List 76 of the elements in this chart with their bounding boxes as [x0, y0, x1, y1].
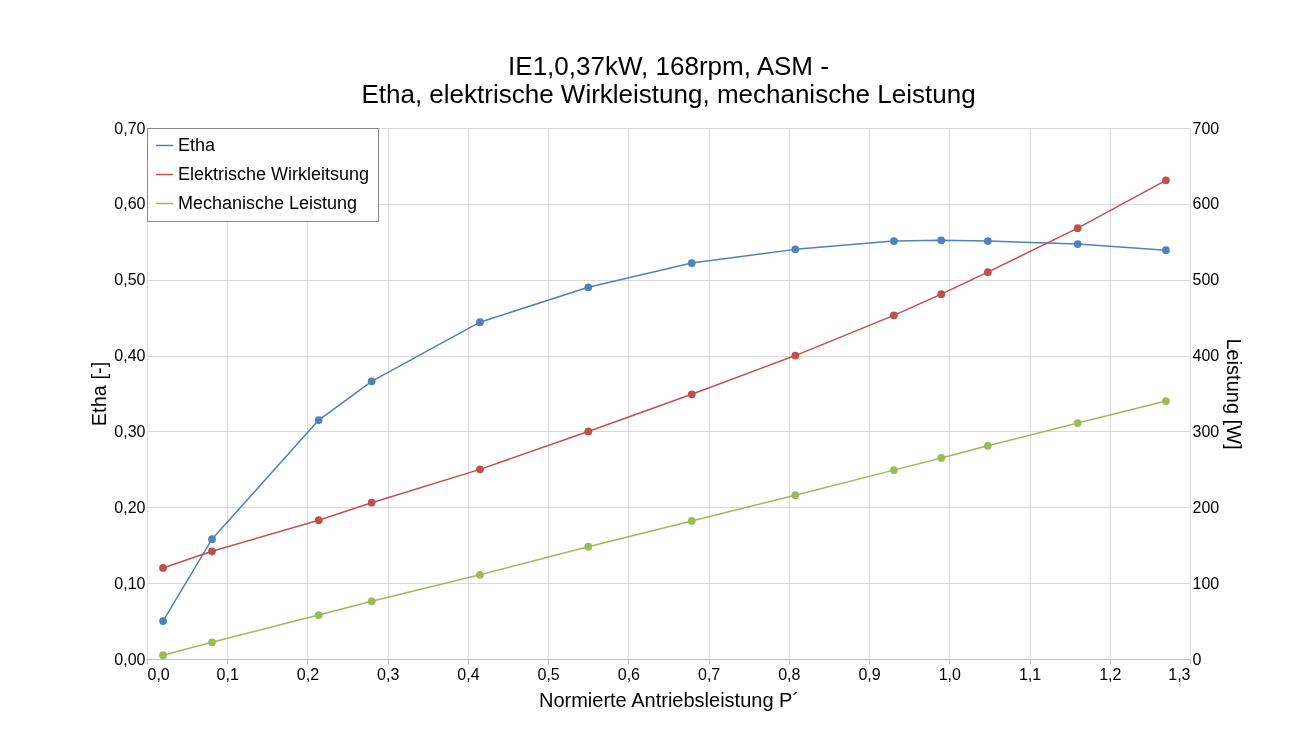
chart-title: IE1,0,37kW, 168rpm, ASM - Etha, elektrische Wirkleistung, mechanische Leistung [361, 51, 976, 109]
point [367, 377, 376, 386]
y-tick-label: 0,10 [114, 574, 146, 592]
y2-tick-label: 400 [1192, 347, 1220, 365]
x-tick-label: 1,0 [938, 665, 962, 683]
point [159, 564, 167, 572]
point [983, 268, 992, 276]
point [159, 617, 167, 625]
y-tick-label: 0,20 [114, 498, 146, 516]
point [208, 535, 216, 544]
point [687, 390, 696, 399]
y2-tick-label: 200 [1192, 498, 1220, 516]
point [367, 597, 376, 606]
point [584, 283, 593, 292]
y-axis-title: Etha [-] [88, 361, 111, 427]
point [937, 290, 946, 298]
point [314, 416, 323, 424]
point [208, 547, 216, 556]
point [890, 311, 898, 320]
legend-label: Elektrische Wirkleitsung [178, 163, 370, 184]
y2-axis-title: Leistung [W] [1223, 338, 1246, 450]
x-tick-label: 0,1 [216, 665, 239, 683]
x-tick-label: 1,1 [1018, 665, 1042, 683]
point [476, 570, 484, 579]
point [476, 465, 484, 474]
point [937, 454, 946, 462]
legend-label: Etha [178, 134, 217, 155]
x-tick-label: 0,8 [778, 665, 801, 683]
point [1073, 240, 1082, 248]
point [584, 427, 593, 436]
legend-label: Mechanische Leistung [178, 192, 358, 213]
x-tick-label: 0,7 [697, 665, 721, 683]
point [584, 542, 593, 551]
y-tick-label: 0,70 [114, 119, 146, 137]
point [1162, 246, 1170, 254]
point [791, 245, 800, 254]
y-tick-label: 0,30 [114, 422, 146, 440]
x-tick-label: 0,4 [457, 665, 480, 683]
x-tick-label: 0,3 [377, 665, 400, 683]
y-tick-label: 0,00 [114, 650, 146, 668]
point [890, 237, 898, 245]
x-tick-label: 0,2 [296, 665, 320, 683]
y2-tick-label: 0 [1192, 650, 1202, 668]
y2-tick-label: 600 [1192, 195, 1220, 213]
point [1162, 397, 1170, 405]
point [476, 318, 484, 327]
y2-tick-label: 500 [1192, 271, 1220, 289]
point [1073, 224, 1082, 232]
point [937, 236, 946, 245]
x-tick-label: 0,9 [858, 665, 881, 683]
x-axis-title: Normierte Antriebsleistung P´ [538, 688, 800, 711]
point [1162, 176, 1170, 185]
x-tick-label: 0,5 [537, 665, 560, 683]
point [1073, 419, 1082, 427]
x-tick-label: 1,2 [1099, 665, 1122, 683]
point [367, 498, 376, 507]
point [159, 651, 167, 660]
point [983, 237, 992, 245]
point [314, 611, 323, 619]
y-tick-label: 0,60 [114, 195, 146, 213]
x-tick-label: 1,3 [1168, 665, 1191, 683]
y-tick-label: 0,40 [114, 347, 146, 365]
point [791, 491, 800, 500]
y2-tick-label: 700 [1192, 119, 1220, 137]
point [687, 517, 696, 525]
point [791, 351, 800, 360]
x-tick-label: 0,0 [147, 665, 170, 683]
y-tick-label: 0,50 [114, 271, 146, 289]
x-tick-label: 0,6 [617, 665, 641, 683]
point [687, 259, 696, 267]
point [208, 638, 216, 647]
point [983, 441, 992, 450]
y2-tick-label: 300 [1192, 422, 1220, 440]
y2-tick-label: 100 [1192, 574, 1220, 592]
point [890, 466, 898, 474]
point [314, 516, 323, 525]
